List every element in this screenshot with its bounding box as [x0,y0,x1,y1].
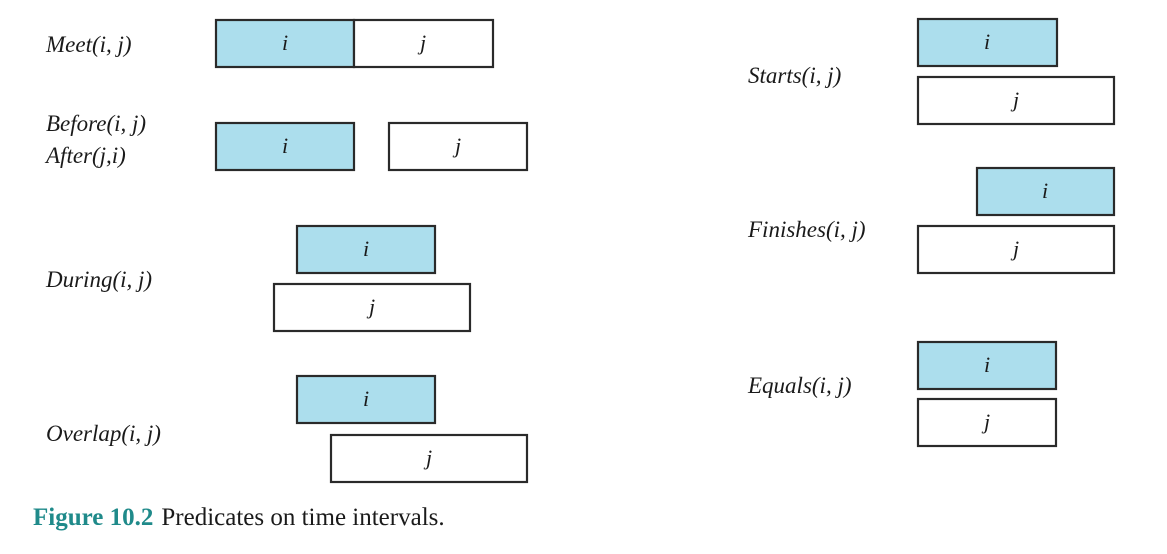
predicate-equals: Equals(i, j) i j [747,340,1058,448]
interval-j-label: j [1010,87,1019,112]
predicate-finishes: Finishes(i, j) i j [747,166,1116,275]
figure-caption-text: Predicates on time intervals. [161,504,445,531]
during-label: During(i, j) [45,267,152,292]
interval-j-label: j [423,445,432,470]
interval-j-box [916,397,1058,448]
interval-j-box [916,75,1116,126]
predicate-before: Before(i, j) After(j,i) i j [44,111,529,172]
interval-i-box [214,18,356,69]
interval-j-box [272,282,472,333]
predicate-meet: Meet(i, j) i j [45,18,495,69]
overlap-label: Overlap(i, j) [46,421,161,446]
interval-i-label: i [282,30,288,55]
interval-j-box [352,18,495,69]
finishes-label: Finishes(i, j) [747,217,866,242]
figure-caption: Figure 10.2 Predicates on time intervals. [33,504,445,532]
predicate-overlap: Overlap(i, j) i j [46,374,529,484]
interval-j-box [916,224,1116,275]
interval-i-box [295,224,437,275]
predicate-starts: Starts(i, j) i j [748,17,1116,126]
predicate-during: During(i, j) i j [45,224,472,333]
interval-j-label: j [452,133,461,158]
interval-i-label: i [363,386,369,411]
equals-label: Equals(i, j) [747,373,852,398]
interval-i-label: i [282,133,288,158]
interval-i-label: i [984,352,990,377]
interval-j-box [387,121,529,172]
interval-i-box [214,121,356,172]
after-label: After(j,i) [44,143,126,168]
interval-i-label: i [984,29,990,54]
interval-i-box [295,374,437,425]
figure-number: Figure 10.2 [33,504,154,531]
interval-j-box [329,433,529,484]
interval-j-label: j [981,409,990,434]
interval-j-label: j [1010,236,1019,261]
interval-i-box [916,340,1058,391]
interval-i-label: i [1042,178,1048,203]
time-interval-predicates-diagram: Meet(i, j) i j Before(i, j) After(j,i) i… [44,17,1116,484]
starts-label: Starts(i, j) [748,63,841,88]
interval-i-box [916,17,1059,68]
before-label: Before(i, j) [46,111,146,136]
interval-j-label: j [417,30,426,55]
meet-label: Meet(i, j) [45,32,132,57]
interval-i-box [975,166,1116,217]
interval-i-label: i [363,236,369,261]
interval-j-label: j [366,294,375,319]
